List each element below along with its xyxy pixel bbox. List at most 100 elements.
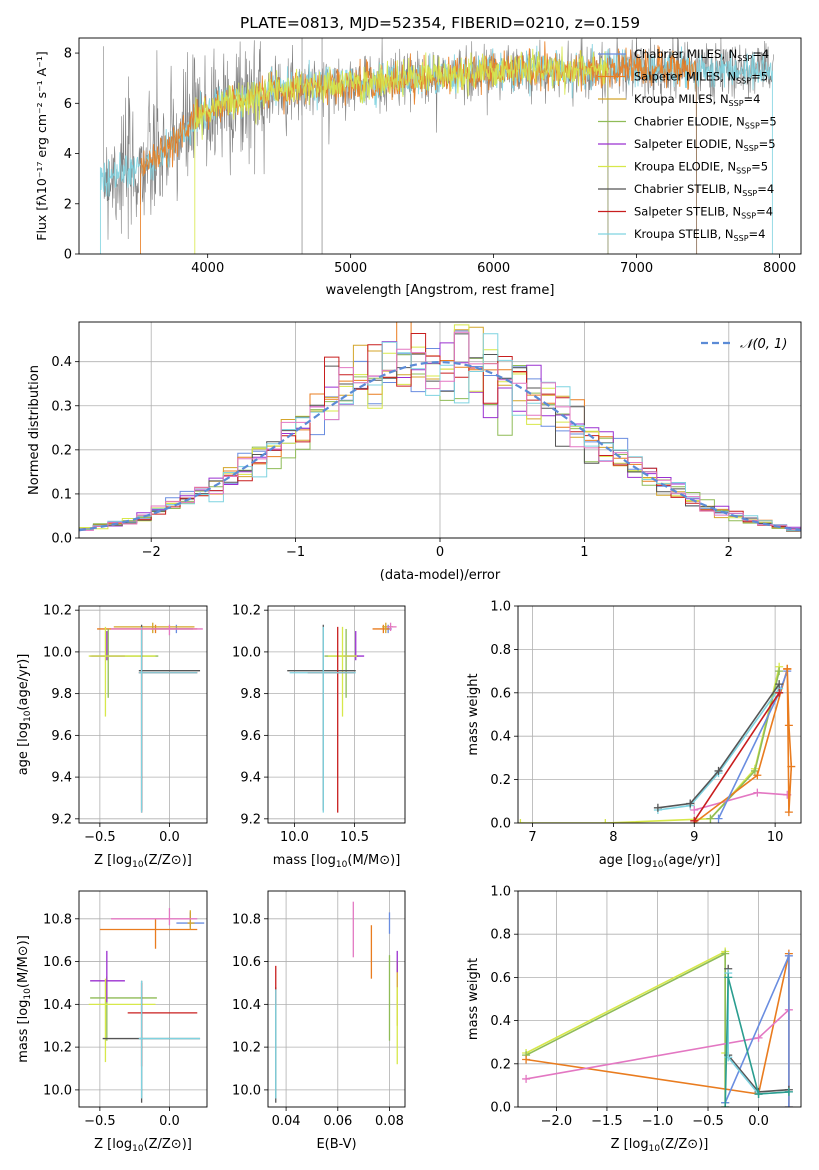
series-marker bbox=[690, 805, 699, 814]
series-marker bbox=[753, 788, 762, 797]
data-point bbox=[372, 624, 390, 634]
series-marker bbox=[775, 688, 784, 697]
legend-label: Chabrier STELIB, NSSP=4 bbox=[634, 182, 774, 198]
y-tick-label: 8 bbox=[64, 47, 72, 62]
x-axis-label: Z [log10(Z/Z⊙)] bbox=[94, 1137, 192, 1154]
y-tick-label: 0.4 bbox=[490, 730, 511, 745]
y-tick-label: 10.2 bbox=[43, 604, 72, 619]
y-axis-label: mass [log10(M/M⊙)] bbox=[16, 935, 33, 1063]
data-point bbox=[386, 622, 397, 632]
y-tick-label: 9.2 bbox=[240, 812, 261, 827]
series-marker bbox=[784, 808, 793, 817]
axes-frame bbox=[517, 605, 802, 824]
x-tick-label: 7 bbox=[528, 830, 536, 845]
y-tick-label: 2 bbox=[64, 197, 72, 212]
y-tick-label: 0.3 bbox=[51, 399, 72, 414]
x-tick-label: 0.0 bbox=[159, 1114, 180, 1129]
data-point bbox=[138, 980, 201, 1099]
weight-vs-Z-panel: −2.0 −1.5 −1.0 −0.5 0.0 0.0 0.2 0.4 0.6 0.8 1.0 Z [… bbox=[466, 885, 802, 1154]
y-tick-label: 6 bbox=[64, 97, 72, 112]
y-tick-label: 10.6 bbox=[43, 955, 72, 970]
spectrum-panel: 4000 5000 6000 7000 8000 0 2 4 6 8 wavelength [Ang… bbox=[34, 37, 802, 298]
x-tick-label: 8000 bbox=[763, 261, 796, 276]
y-tick-label: 4 bbox=[64, 147, 72, 162]
data-point bbox=[138, 626, 198, 813]
x-tick-label: −2 bbox=[142, 545, 161, 560]
series-marker bbox=[522, 1074, 531, 1083]
x-tick-label: −2.0 bbox=[541, 1114, 573, 1129]
data-point bbox=[91, 628, 159, 698]
age-vs-Z-panel: −0.5 0.0 9.2 9.4 9.6 9.8 10.0 10.2 Z [log10(Z/Z⊙… bbox=[16, 604, 208, 870]
axes-frame bbox=[78, 605, 208, 824]
y-tick-label: 0.1 bbox=[51, 487, 72, 502]
series-line bbox=[525, 950, 726, 1107]
y-tick-label: 0.8 bbox=[490, 928, 511, 943]
x-tick-label: 10.5 bbox=[340, 830, 369, 845]
x-tick-label: 9 bbox=[690, 830, 698, 845]
legend-label: Salpeter STELIB, NSSP=4 bbox=[634, 205, 773, 221]
series-line bbox=[693, 692, 780, 822]
histograms bbox=[79, 322, 801, 534]
data-point bbox=[307, 626, 355, 813]
axes-frame bbox=[78, 37, 802, 255]
y-tick-label: 10.4 bbox=[43, 998, 72, 1013]
series-marker bbox=[721, 1103, 730, 1107]
series-marker bbox=[787, 762, 796, 771]
x-tick-label: 0.0 bbox=[159, 830, 180, 845]
y-tick-label: 0 bbox=[64, 248, 72, 263]
y-tick-label: 0.0 bbox=[490, 1101, 511, 1116]
series-line bbox=[525, 952, 726, 1103]
series-marker bbox=[784, 1087, 793, 1096]
y-tick-label: 10.2 bbox=[232, 1041, 261, 1056]
axes-frame bbox=[517, 890, 802, 1108]
y-tick-label: 0.0 bbox=[490, 817, 511, 832]
age-vs-mass-panel: 10.0 10.5 9.2 9.4 9.6 9.8 10.0 10.2 mass [log10(… bbox=[232, 604, 406, 870]
series-marker bbox=[690, 816, 699, 823]
x-tick-label: 8 bbox=[609, 830, 617, 845]
y-tick-label: 0.4 bbox=[51, 355, 72, 370]
x-tick-label: 0.08 bbox=[375, 1114, 404, 1129]
y-tick-label: 10.0 bbox=[43, 645, 72, 660]
x-axis-label: Z [log10(Z/Z⊙)] bbox=[611, 1137, 709, 1154]
y-tick-label: 0.6 bbox=[490, 971, 511, 986]
legend-label: Kroupa STELIB, NSSP=4 bbox=[634, 227, 765, 243]
y-tick-label: 9.6 bbox=[240, 729, 261, 744]
series-marker bbox=[754, 1090, 763, 1099]
y-axis-label: Normed distribution bbox=[27, 365, 42, 495]
errorbars bbox=[88, 622, 203, 813]
y-tick-label: 10.2 bbox=[232, 604, 261, 619]
legend-label: Kroupa MILES, NSSP=4 bbox=[634, 92, 760, 108]
y-tick-label: 0.4 bbox=[490, 1014, 511, 1029]
series-marker bbox=[754, 1033, 763, 1042]
series-marker bbox=[522, 1055, 531, 1064]
series-marker bbox=[753, 771, 762, 780]
series-marker bbox=[783, 664, 792, 673]
legend-label: 𝒩(0, 1) bbox=[740, 337, 787, 352]
x-tick-label: 10.0 bbox=[280, 830, 309, 845]
page-title: PLATE=0813, MJD=52354, FIBERID=0210, z=0… bbox=[240, 14, 640, 32]
series-line bbox=[786, 668, 793, 813]
y-tick-label: 0.2 bbox=[490, 773, 511, 788]
legend-label: Salpeter MILES, NSSP=5 bbox=[634, 70, 768, 86]
x-axis-label: wavelength [Angstrom, rest frame] bbox=[326, 283, 555, 298]
y-tick-label: 9.4 bbox=[240, 771, 261, 786]
data-point bbox=[113, 622, 195, 634]
y-tick-label: 10.2 bbox=[43, 1041, 72, 1056]
weight-vs-age-panel: 7 8 9 10 0.0 0.2 0.4 0.6 0.8 1.0 age [log10(age/yr… bbox=[466, 600, 802, 870]
y-tick-label: 10.4 bbox=[232, 998, 261, 1013]
y-tick-label: 9.2 bbox=[51, 812, 72, 827]
y-tick-label: 9.8 bbox=[51, 687, 72, 702]
legend-label: Chabrier ELODIE, NSSP=5 bbox=[634, 115, 777, 131]
x-tick-label: −1.5 bbox=[591, 1114, 623, 1129]
x-tick-label: 0.06 bbox=[323, 1114, 352, 1129]
y-tick-label: 10.0 bbox=[232, 1083, 261, 1098]
y-tick-label: 9.4 bbox=[51, 771, 72, 786]
x-tick-label: −0.5 bbox=[84, 830, 116, 845]
y-tick-label: 0.0 bbox=[51, 532, 72, 547]
data-point bbox=[88, 626, 156, 717]
y-tick-label: 10.6 bbox=[232, 955, 261, 970]
data-point bbox=[289, 626, 356, 813]
series-marker bbox=[784, 1103, 793, 1107]
data-point bbox=[187, 910, 195, 930]
